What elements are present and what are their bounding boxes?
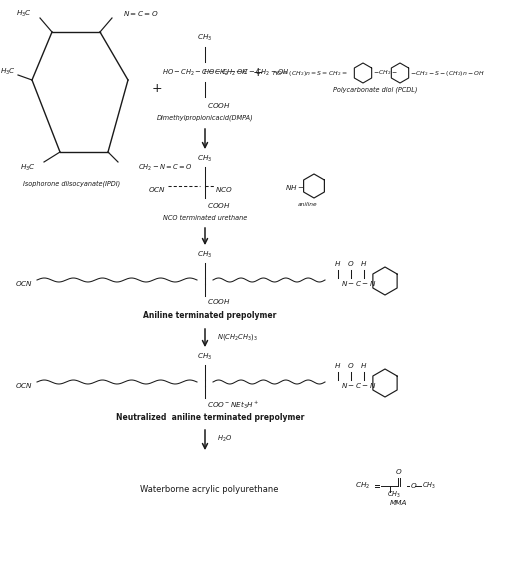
Text: +: + xyxy=(152,82,162,95)
Text: Isophorone diisocyanate(IPDI): Isophorone diisocyanate(IPDI) xyxy=(23,181,121,187)
Text: $NH-$: $NH-$ xyxy=(285,184,304,192)
Text: Polycarbonate diol (PCDL): Polycarbonate diol (PCDL) xyxy=(333,87,417,94)
Text: $CH_3$: $CH_3$ xyxy=(387,490,401,500)
Text: Waterborne acrylic polyurethane: Waterborne acrylic polyurethane xyxy=(140,486,279,494)
Text: $O$: $O$ xyxy=(347,362,355,370)
Text: $CH_2$: $CH_2$ xyxy=(355,481,371,491)
Text: $H_3C$: $H_3C$ xyxy=(0,67,16,77)
Text: $CH_3$: $CH_3$ xyxy=(197,352,212,362)
Text: $COOH$: $COOH$ xyxy=(207,100,231,110)
Text: $OCN$: $OCN$ xyxy=(148,184,166,193)
Text: $O$: $O$ xyxy=(347,259,355,269)
Text: $H_3C$: $H_3C$ xyxy=(16,9,32,19)
Text: $-CH_2-$: $-CH_2-$ xyxy=(373,68,398,77)
Text: $H$: $H$ xyxy=(335,259,341,269)
Text: $N-C-N$: $N-C-N$ xyxy=(341,280,376,289)
Text: $HO-CH_2-C-CH_2-OH$: $HO-CH_2-C-CH_2-OH$ xyxy=(162,68,248,78)
Text: $N-C-N$: $N-C-N$ xyxy=(341,382,376,390)
Text: $O$: $O$ xyxy=(395,467,402,476)
Text: $-CH_2-S-(CH_2)n-OH$: $-CH_2-S-(CH_2)n-OH$ xyxy=(410,68,485,77)
Text: $H_3C$: $H_3C$ xyxy=(20,163,36,173)
Text: $COOH$: $COOH$ xyxy=(207,200,231,210)
Text: MMA: MMA xyxy=(390,500,408,506)
Text: $OCN$: $OCN$ xyxy=(15,381,33,390)
Text: $H_2O$: $H_2O$ xyxy=(217,434,232,444)
Text: $CH_3$: $CH_3$ xyxy=(197,33,212,43)
Text: NCO terminated urethane: NCO terminated urethane xyxy=(163,215,247,221)
Text: aniline: aniline xyxy=(298,201,318,207)
Text: $CH_3$: $CH_3$ xyxy=(422,481,436,491)
Text: $N=C=O$: $N=C=O$ xyxy=(123,9,159,17)
Text: $OCN$: $OCN$ xyxy=(15,278,33,288)
Text: Dimethylpropionicacid(DMPA): Dimethylpropionicacid(DMPA) xyxy=(157,115,253,121)
Text: $O$: $O$ xyxy=(410,482,418,491)
Text: $H$: $H$ xyxy=(360,362,367,370)
Text: $H$: $H$ xyxy=(360,259,367,269)
Text: $N(CH_2CH_3)_3$: $N(CH_2CH_3)_3$ xyxy=(217,332,258,342)
Text: +: + xyxy=(253,67,263,80)
Text: $HO-CH_2-C-CH_2-OH$: $HO-CH_2-C-CH_2-OH$ xyxy=(203,68,289,78)
Text: $H$: $H$ xyxy=(335,362,341,370)
Text: $CH_3$: $CH_3$ xyxy=(197,250,212,260)
Text: $NCO$: $NCO$ xyxy=(215,184,233,193)
Text: $HO=(CH_2)n=S=CH_2=$: $HO=(CH_2)n=S=CH_2=$ xyxy=(272,68,348,77)
Text: Aniline terminated prepolymer: Aniline terminated prepolymer xyxy=(144,312,277,320)
Text: Neutralized  aniline terminated prepolymer: Neutralized aniline terminated prepolyme… xyxy=(116,413,304,422)
Text: $COO^-NEt_3H^+$: $COO^-NEt_3H^+$ xyxy=(207,400,259,411)
Text: $COOH$: $COOH$ xyxy=(207,297,231,307)
Text: $CH_2-N=C=O$: $CH_2-N=C=O$ xyxy=(138,163,193,173)
Text: $CH_3$: $CH_3$ xyxy=(197,154,212,164)
